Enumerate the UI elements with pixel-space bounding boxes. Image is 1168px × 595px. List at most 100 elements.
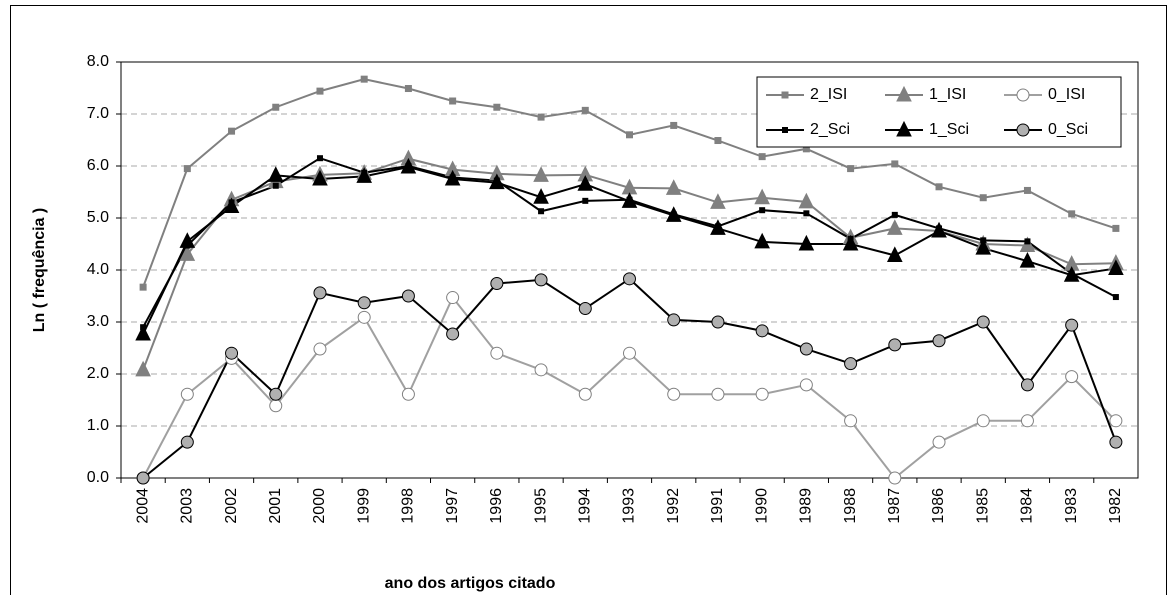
x-tick-label: 1989 [798,488,815,524]
point [180,387,194,401]
point [401,289,415,303]
point [533,188,549,204]
point [581,106,589,114]
point [1063,266,1080,282]
point [401,387,415,401]
point [932,435,946,449]
point [1112,224,1120,232]
point [446,327,460,341]
point [888,471,902,485]
point [360,75,368,83]
point [1023,186,1031,194]
point [667,387,681,401]
point [759,207,766,214]
x-tick-label: 2002 [223,488,240,524]
x-tick-label: 1998 [400,488,417,524]
point [449,97,457,105]
x-tick-label: 2001 [267,488,284,524]
point [798,192,815,209]
point [1109,414,1123,428]
point [1068,210,1076,218]
point [799,342,813,356]
point [710,193,726,209]
point [803,210,810,217]
y-tick-label: 5.0 [87,209,109,226]
point [1020,378,1034,392]
point [891,211,898,218]
x-tick-label: 1996 [488,488,505,524]
x-tick-label: 1991 [709,488,726,524]
legend-label: 1_Sci [929,121,969,138]
x-tick-label: 2003 [179,488,196,524]
point [578,387,592,401]
point [577,175,594,191]
y-tick-label: 8.0 [87,53,109,70]
point [621,192,638,208]
point [400,157,417,174]
point [670,121,678,129]
y-tick-label: 7.0 [87,105,109,122]
point [179,245,196,261]
x-axis-label: ano dos artigos citado [385,575,556,592]
x-tick-label: 2000 [311,488,328,524]
x-tick-label: 1992 [665,488,682,524]
point [714,137,722,145]
legend-label: 1_ISI [929,86,966,103]
point [1065,318,1079,332]
x-tick-label: 1990 [753,488,770,524]
point [489,173,505,190]
point [976,414,990,428]
point [931,221,947,238]
point [754,188,770,205]
point [886,219,903,235]
point [886,246,903,262]
x-tick-label: 1994 [577,488,594,524]
point [711,315,725,329]
point [623,346,636,360]
point [493,103,501,111]
y-axis-label: Ln ( frequência ) [31,208,48,332]
point [755,324,769,338]
legend-box [756,76,1122,148]
point [935,183,943,191]
legend-marker [782,127,788,133]
point [1024,238,1031,245]
x-tick-label: 1988 [842,488,859,524]
legend-marker [1016,88,1030,102]
point [312,169,328,186]
x-tick-label: 1984 [1019,488,1036,524]
point [711,387,725,401]
point [313,286,327,300]
point [1109,435,1123,449]
point [626,131,633,139]
point [183,165,191,173]
point [842,234,859,251]
point [891,160,899,168]
x-tick-label: 1997 [444,488,461,524]
point [135,324,151,341]
x-tick-label: 1999 [355,488,372,524]
point [667,313,681,327]
point [798,234,815,251]
point [799,378,813,392]
point [272,182,279,189]
plot-frame [120,61,1139,479]
legend-label: 2_ISI [810,86,847,103]
point [844,357,858,371]
x-tick-label: 1982 [1107,488,1124,524]
point [754,232,770,249]
x-tick-label: 2004 [134,488,151,524]
point [228,127,236,135]
point [976,315,990,329]
y-tick-label: 6.0 [87,157,109,174]
point [538,208,545,215]
point [225,346,239,360]
point [1019,252,1036,268]
point [135,360,151,377]
point [316,155,323,162]
point [139,283,147,291]
point [1065,370,1079,384]
point [269,399,283,413]
point [975,239,992,255]
